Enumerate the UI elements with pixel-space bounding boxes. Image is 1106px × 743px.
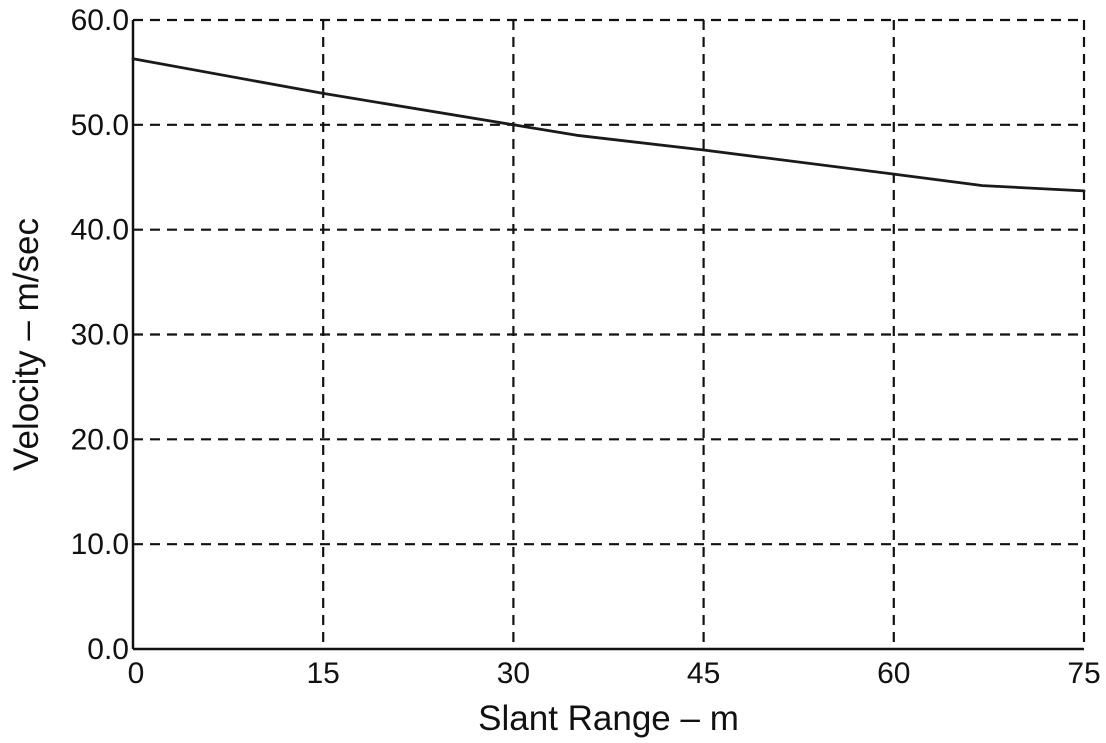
y-tick-labels: 0.0 10.0 20.0 30.0 40.0 50.0 60.0: [71, 4, 129, 666]
x-tick-label: 0: [128, 657, 145, 690]
y-tick-label: 40.0: [71, 214, 129, 247]
y-tick-label: 20.0: [71, 423, 129, 456]
x-tick-label: 30: [497, 657, 530, 690]
x-axis-label: Slant Range – m: [478, 699, 739, 738]
series-line: [131, 57, 1086, 193]
y-axis-label: Velocity – m/sec: [7, 218, 46, 471]
y-tick-label: 30.0: [71, 319, 129, 352]
y-tick-label: 0.0: [87, 633, 129, 666]
x-tick-label: 75: [1067, 657, 1100, 690]
x-tick-labels: 0 15 30 45 60 75: [128, 657, 1101, 690]
y-tick-label: 60.0: [71, 4, 129, 37]
x-tick-label: 45: [687, 657, 720, 690]
x-tick-label: 15: [307, 657, 340, 690]
grid-lines: [131, 18, 1086, 651]
x-tick-label: 60: [877, 657, 910, 690]
y-tick-label: 50.0: [71, 109, 129, 142]
series-layer: [131, 57, 1086, 193]
y-tick-label: 10.0: [71, 528, 129, 561]
